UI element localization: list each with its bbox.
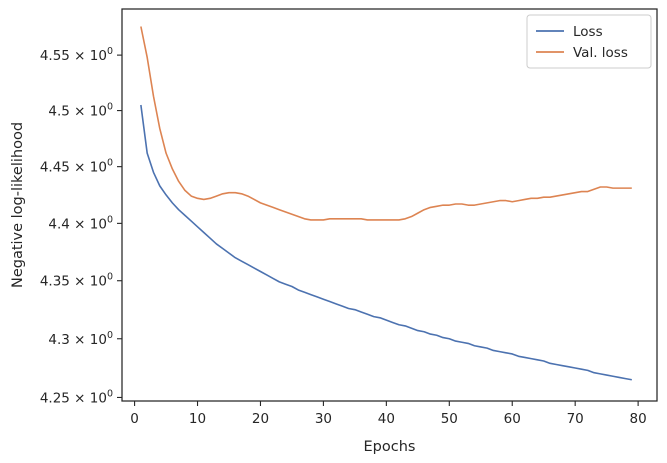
x-tick-label: 40	[378, 411, 395, 427]
plot-frame	[121, 8, 658, 402]
x-tick-label: 10	[189, 411, 206, 427]
y-tick-label: 4.3 × 100	[48, 330, 113, 348]
x-tick-label: 0	[130, 411, 139, 427]
y-axis: 4.25 × 100 4.3 × 100 4.35 × 100 4.4 × 100 4.…	[40, 46, 122, 406]
y-tick-label: 4.45 × 100	[40, 158, 113, 176]
y-tick-label: 4.55 × 100	[40, 46, 113, 64]
x-tick-label: 30	[315, 411, 332, 427]
x-tick-label: 70	[567, 411, 584, 427]
y-tick-label: 4.5 × 100	[48, 102, 113, 120]
y-tick-label: 4.25 × 100	[40, 388, 113, 406]
x-tick-label: 50	[441, 411, 458, 427]
legend-label: Val. loss	[573, 45, 628, 61]
series-0	[140, 104, 632, 381]
y-tick-label: 4.4 × 100	[48, 214, 113, 232]
plot-area	[122, 9, 657, 401]
legend-box	[526, 14, 652, 69]
x-tick-label: 20	[252, 411, 269, 427]
legend: Loss Val. loss	[526, 14, 652, 69]
legend-label: Loss	[573, 24, 603, 40]
x-axis-label: Epochs	[364, 439, 416, 455]
x-tick-label: 60	[504, 411, 521, 427]
y-tick-label: 4.35 × 100	[40, 272, 113, 290]
series-layer	[140, 26, 632, 381]
y-axis-label: Negative log-likelihood	[10, 122, 26, 288]
x-tick-label: 80	[630, 411, 647, 427]
series-1	[140, 26, 632, 221]
x-axis: 0 10 20 30 40 50 60 70 80	[130, 401, 647, 427]
